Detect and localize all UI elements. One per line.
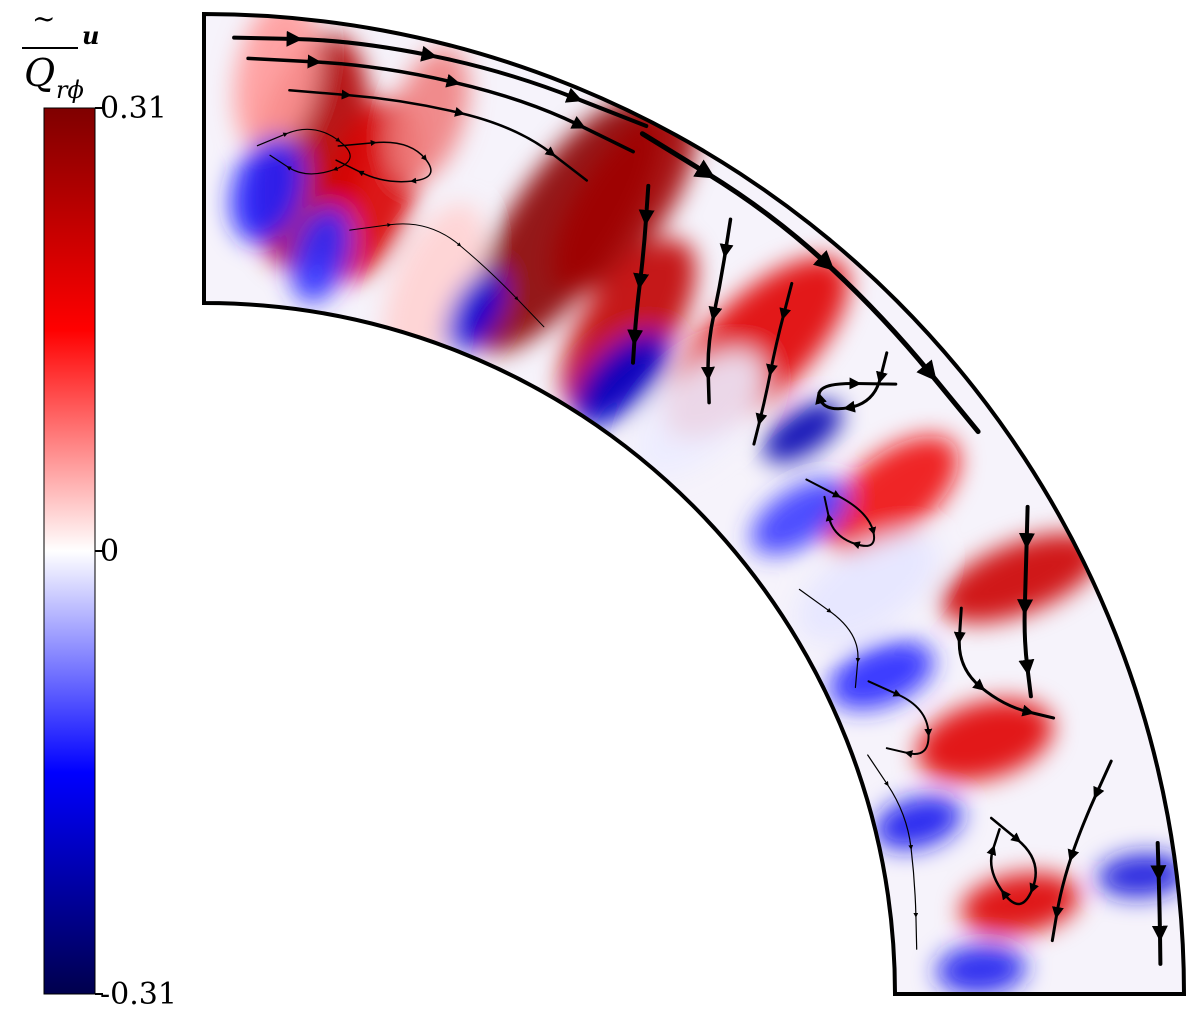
- colorbar-subscript: rϕ: [56, 76, 84, 104]
- field-patch: [936, 944, 1027, 994]
- streamline: [627, 183, 655, 365]
- streamline: [288, 89, 589, 182]
- streamline: [349, 223, 545, 328]
- field-patch: [762, 401, 843, 463]
- colorbar-title: ~ Q u rϕ: [22, 2, 99, 104]
- streamline: [1150, 841, 1168, 966]
- streamline: [953, 606, 1056, 720]
- streamline: [986, 816, 1039, 906]
- streamline: [805, 478, 877, 550]
- streamline: [867, 680, 933, 758]
- streamline: [1050, 759, 1113, 943]
- field-patch: [552, 105, 698, 294]
- streamline: [639, 131, 981, 435]
- streamline: [815, 351, 898, 413]
- streamline: [335, 139, 432, 184]
- colorbar-symbol: Q: [24, 51, 55, 95]
- colorbar-tick-label: 0: [100, 534, 119, 569]
- colorbar: 0.31 0 -0.31 ~ Q u rϕ: [22, 2, 177, 1012]
- colorbar-tick-label: 0.31: [100, 91, 167, 126]
- streamline: [256, 128, 351, 175]
- svg-text:~: ~: [32, 2, 55, 35]
- field-patch: [635, 350, 764, 477]
- streamline: [752, 281, 794, 446]
- streamline: [700, 217, 734, 405]
- annulus-boundary: [202, 11, 1187, 996]
- field-patch: [916, 699, 1054, 782]
- field-patch: [290, 205, 352, 303]
- streamlines: [232, 30, 1168, 966]
- colorbar-superscript: u: [82, 21, 99, 50]
- colorbar-tick-label: -0.31: [100, 977, 177, 1012]
- colorbar-gradient: [43, 107, 96, 995]
- streamline: [798, 588, 861, 689]
- colorbar-ticks: 0.31 0 -0.31: [95, 91, 177, 1012]
- meridional-plot: [202, 11, 1187, 996]
- field-patch: [573, 332, 670, 427]
- streamline: [867, 754, 919, 950]
